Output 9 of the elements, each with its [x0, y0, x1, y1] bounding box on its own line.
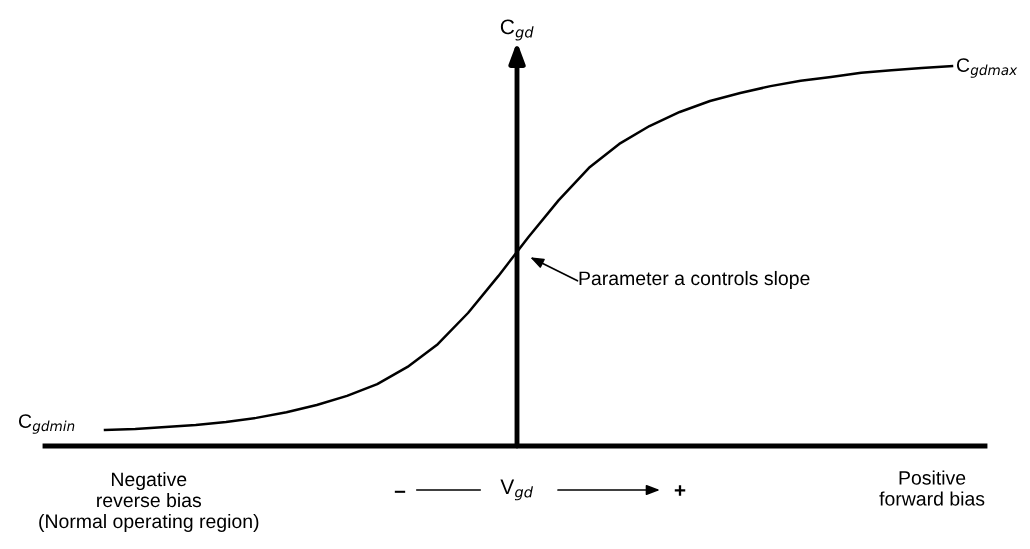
- y-axis-title: C$_{gd}$: [500, 19, 534, 41]
- text: –: [394, 490, 406, 493]
- annotation: Parameter a controls slope: [579, 270, 810, 290]
- text: Positive forward bias: [879, 470, 985, 506]
- text: Negative reverse bias (Normal operating region): [39, 471, 259, 533]
- text: +: [674, 485, 686, 496]
- x-axis-title: V$_{gd}$: [500, 479, 534, 501]
- text: C$_{gdmin}$: [18, 414, 75, 434]
- annotation: C$_{gdmax}$: [956, 58, 1018, 78]
